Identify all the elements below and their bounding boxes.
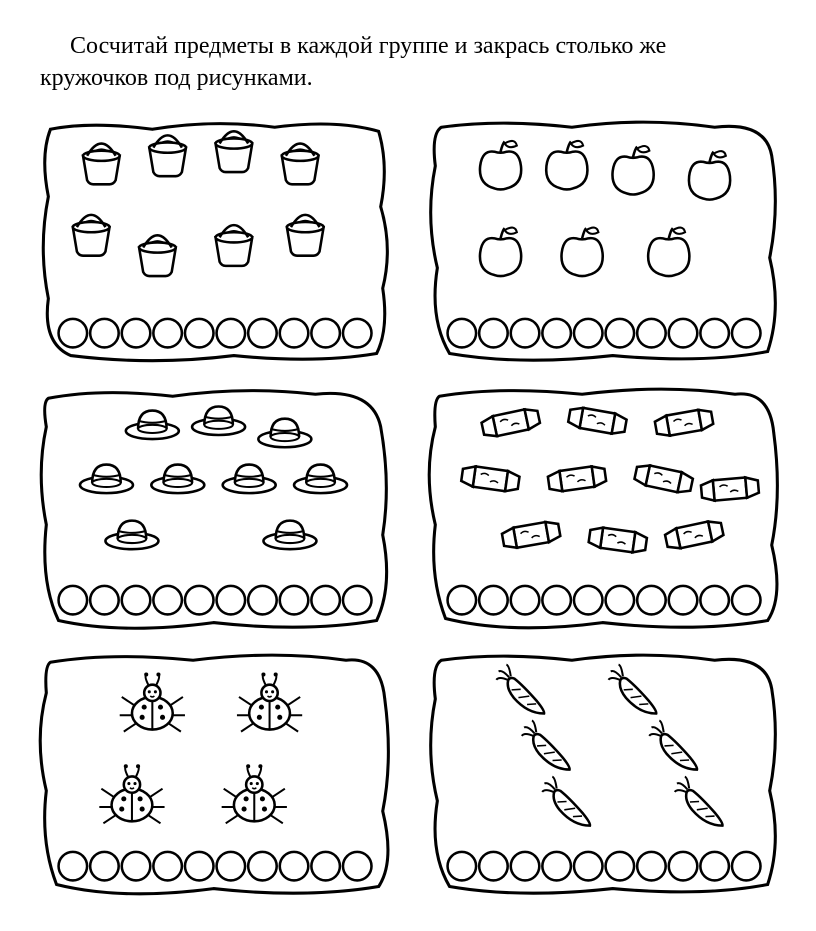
answer-circle[interactable]: [542, 852, 571, 881]
worksheet-grid: [30, 115, 786, 901]
answer-circle[interactable]: [248, 319, 277, 348]
answer-circle[interactable]: [90, 852, 119, 881]
instruction-text: Сосчитай предметы в каждой группе и закр…: [30, 30, 786, 95]
answer-circle[interactable]: [732, 319, 761, 348]
answer-circle[interactable]: [606, 852, 635, 881]
answer-circle[interactable]: [59, 319, 88, 348]
answer-circle[interactable]: [479, 585, 508, 614]
answer-circle[interactable]: [479, 319, 508, 348]
answer-circle[interactable]: [311, 852, 340, 881]
answer-circle[interactable]: [248, 852, 277, 881]
answer-circle[interactable]: [248, 585, 277, 614]
answer-circle[interactable]: [90, 585, 119, 614]
answer-circle[interactable]: [542, 319, 571, 348]
answer-circle[interactable]: [59, 585, 88, 614]
answer-circle[interactable]: [606, 585, 635, 614]
panel-candies: [419, 382, 786, 635]
answer-circle[interactable]: [122, 319, 151, 348]
answer-circle[interactable]: [511, 852, 540, 881]
answer-circle[interactable]: [343, 319, 372, 348]
answer-circle[interactable]: [122, 585, 151, 614]
answer-circle[interactable]: [90, 319, 119, 348]
answer-circle[interactable]: [448, 852, 477, 881]
answer-circle[interactable]: [700, 585, 729, 614]
answer-circle[interactable]: [511, 585, 540, 614]
answer-circle[interactable]: [732, 585, 761, 614]
answer-circle[interactable]: [637, 585, 666, 614]
answer-circle[interactable]: [574, 585, 603, 614]
answer-circle[interactable]: [637, 852, 666, 881]
answer-circle[interactable]: [700, 852, 729, 881]
answer-circle[interactable]: [669, 319, 698, 348]
answer-circle[interactable]: [122, 852, 151, 881]
answer-circle[interactable]: [153, 585, 182, 614]
answer-circle[interactable]: [153, 852, 182, 881]
answer-circle[interactable]: [637, 319, 666, 348]
answer-circle[interactable]: [311, 585, 340, 614]
answer-circle[interactable]: [448, 585, 477, 614]
answer-circle[interactable]: [479, 852, 508, 881]
panel-carrots: [419, 648, 786, 901]
answer-circle[interactable]: [153, 319, 182, 348]
answer-circle[interactable]: [343, 852, 372, 881]
panel-apples: [419, 115, 786, 368]
answer-circle[interactable]: [700, 319, 729, 348]
answer-circle[interactable]: [669, 852, 698, 881]
panel-bugs: [30, 648, 397, 901]
answer-circle[interactable]: [311, 319, 340, 348]
panel-buckets: [30, 115, 397, 368]
answer-circle[interactable]: [59, 852, 88, 881]
answer-circle[interactable]: [217, 585, 246, 614]
answer-circle[interactable]: [185, 319, 214, 348]
answer-circle[interactable]: [732, 852, 761, 881]
answer-circle[interactable]: [185, 852, 214, 881]
panel-hats: [30, 382, 397, 635]
answer-circle[interactable]: [185, 585, 214, 614]
answer-circle[interactable]: [343, 585, 372, 614]
answer-circle[interactable]: [280, 852, 309, 881]
answer-circle[interactable]: [217, 319, 246, 348]
answer-circle[interactable]: [280, 585, 309, 614]
answer-circle[interactable]: [574, 852, 603, 881]
answer-circle[interactable]: [448, 319, 477, 348]
answer-circle[interactable]: [574, 319, 603, 348]
answer-circle[interactable]: [669, 585, 698, 614]
answer-circle[interactable]: [606, 319, 635, 348]
answer-circle[interactable]: [511, 319, 540, 348]
answer-circle[interactable]: [217, 852, 246, 881]
answer-circle[interactable]: [542, 585, 571, 614]
answer-circle[interactable]: [280, 319, 309, 348]
